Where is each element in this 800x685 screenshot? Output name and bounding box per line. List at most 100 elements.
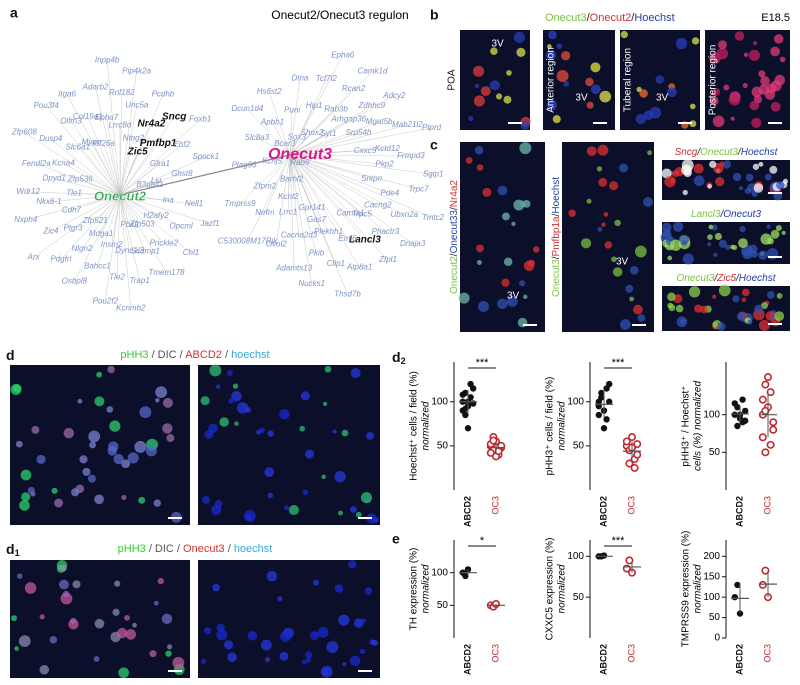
cell bbox=[248, 631, 258, 641]
cell bbox=[676, 38, 687, 49]
cell bbox=[568, 210, 575, 217]
image-title: Onecut3/Pmfbp1a/Hoechst bbox=[551, 177, 562, 297]
gene-label: Lrrc8d bbox=[109, 120, 132, 129]
cell bbox=[766, 224, 770, 228]
cell bbox=[620, 319, 631, 330]
y-tick-label: 100 bbox=[431, 396, 448, 407]
cell bbox=[325, 366, 332, 373]
cell bbox=[730, 245, 735, 250]
cell bbox=[121, 459, 130, 468]
cell bbox=[360, 649, 365, 654]
cell bbox=[780, 57, 786, 63]
text-segment: Onecut2 bbox=[590, 12, 632, 24]
cell bbox=[694, 175, 705, 186]
y-axis-label: pHH3⁺ / Hoechst⁺ bbox=[681, 385, 692, 466]
text-segment: / bbox=[222, 349, 231, 361]
cell bbox=[599, 91, 611, 103]
ventricle-label: 3V bbox=[492, 39, 505, 50]
cell bbox=[597, 166, 602, 171]
cell bbox=[60, 565, 67, 572]
cell bbox=[94, 494, 104, 504]
category-label: OC3 bbox=[490, 644, 500, 663]
gene-label: Chl1 bbox=[183, 248, 199, 257]
edge bbox=[120, 93, 122, 195]
cell bbox=[468, 116, 473, 121]
gene-label: Jazf1 bbox=[199, 219, 219, 228]
gene-label: Cdh7 bbox=[62, 205, 82, 214]
cell bbox=[759, 320, 770, 331]
cell bbox=[162, 423, 172, 433]
gene-label: Mgat5b bbox=[366, 117, 393, 126]
gene-label: Hs6st2 bbox=[257, 87, 282, 96]
cell bbox=[689, 286, 700, 297]
image-title: Sncg/Onecut3/Hoechst bbox=[675, 147, 779, 158]
cell bbox=[172, 657, 184, 669]
gene-label: Apbb1 bbox=[260, 117, 284, 126]
text-segment: pHH3 bbox=[118, 543, 146, 555]
cell bbox=[715, 177, 724, 186]
text-segment: Nr4a2 bbox=[449, 180, 460, 208]
cell bbox=[313, 580, 319, 586]
cell bbox=[700, 306, 708, 314]
panel-subscript: 2 bbox=[401, 356, 406, 366]
gene-label: Sntpn bbox=[361, 174, 382, 183]
cell bbox=[155, 398, 159, 402]
panel-letter: d bbox=[6, 347, 15, 363]
cell bbox=[683, 253, 694, 264]
cell bbox=[334, 471, 345, 482]
cell bbox=[94, 656, 100, 662]
cell bbox=[683, 169, 691, 177]
gene-label: Gas7 bbox=[307, 215, 327, 224]
cell bbox=[707, 242, 711, 246]
cell bbox=[774, 311, 784, 321]
y-tick-label: 50 bbox=[437, 600, 449, 611]
panel-letter: d bbox=[6, 541, 15, 557]
cell bbox=[19, 635, 31, 647]
text-segment: Onecut3 bbox=[545, 12, 587, 24]
cell bbox=[743, 83, 748, 88]
gene-label: Kcna4 bbox=[52, 158, 75, 167]
cell bbox=[166, 434, 174, 442]
data-point bbox=[762, 381, 768, 387]
data-point bbox=[603, 385, 609, 391]
gene-label: Pmfbp1 bbox=[140, 138, 177, 149]
cell bbox=[782, 231, 786, 235]
gene-label: Ebf2 bbox=[173, 140, 190, 149]
gene-label: Lsr bbox=[151, 176, 162, 185]
cell bbox=[749, 50, 760, 61]
cell bbox=[224, 640, 233, 649]
cell bbox=[769, 166, 777, 174]
cell bbox=[662, 223, 672, 233]
data-point bbox=[742, 408, 748, 414]
gene-label: Adamts13 bbox=[275, 263, 313, 272]
cell bbox=[21, 470, 32, 481]
cell bbox=[673, 222, 683, 232]
hub-label: Onecut3 bbox=[268, 146, 332, 163]
cell bbox=[519, 280, 525, 286]
text-segment: Hoechst bbox=[634, 12, 674, 24]
cell bbox=[775, 75, 786, 86]
cell bbox=[771, 230, 780, 239]
cell bbox=[556, 43, 562, 49]
y-tick-label: 50 bbox=[573, 441, 585, 452]
gene-label: Pou3f4 bbox=[33, 101, 59, 110]
gene-label: Dnaja3 bbox=[400, 239, 426, 248]
ventricle-label: 3V bbox=[507, 291, 520, 302]
cell bbox=[305, 450, 314, 459]
gene-label: Wdr12 bbox=[16, 187, 40, 196]
cell bbox=[71, 488, 79, 496]
gene-label: Tmprss9 bbox=[225, 199, 257, 208]
cell bbox=[234, 421, 238, 425]
gene-label: Trap1 bbox=[129, 276, 149, 285]
cell bbox=[587, 199, 592, 204]
cell bbox=[638, 314, 646, 322]
cell bbox=[581, 238, 591, 248]
cell bbox=[748, 320, 753, 325]
gene-label: Barhl2 bbox=[280, 174, 304, 183]
cell bbox=[306, 658, 311, 663]
gene-label: Epha6 bbox=[331, 50, 355, 59]
region-label: Posterior region bbox=[708, 45, 719, 116]
cell bbox=[155, 386, 167, 398]
gene-label: Nucks1 bbox=[298, 279, 325, 288]
